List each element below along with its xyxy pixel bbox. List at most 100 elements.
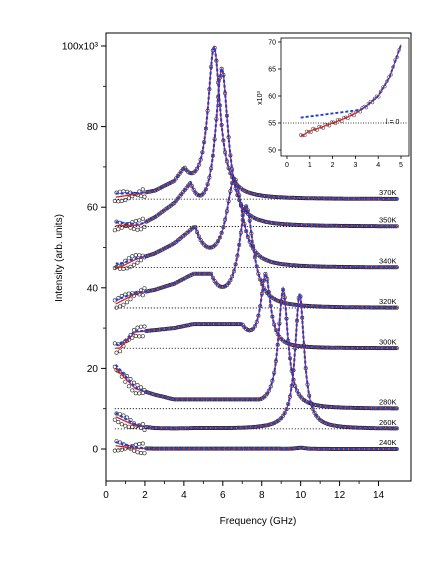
series-label-370K: 370K [379,188,397,197]
series-label-320K: 320K [379,297,397,306]
series-label-260K: 260K [379,418,397,427]
inset-y-tick-label: 70 [268,40,276,47]
data-point [139,227,144,232]
data-point [142,286,147,291]
data-point [123,379,128,384]
x-tick-label: 12 [334,490,346,501]
series-320K [112,204,399,310]
data-point [128,297,133,302]
data-series [112,43,399,456]
data-point [132,262,137,267]
data-point [142,324,147,329]
data-point [142,224,147,229]
series-340K [112,176,399,271]
y-tick-label: 80 [87,122,99,133]
inset-y-tick-label: 55 [268,121,276,128]
fit-blue-300K [115,271,398,350]
inset-x-tick-label: 0 [285,162,289,169]
x-tick-label: 2 [142,490,148,501]
series-240K [112,439,399,456]
series-label-350K: 350K [379,216,397,225]
inset-annotation: l = 0 [386,119,400,126]
data-point [130,388,135,393]
data-point [202,190,207,195]
inset-fit-red [300,44,402,138]
data-point [114,305,119,310]
series-label-280K: 280K [379,398,397,407]
fit-blue-370K [115,43,398,200]
series-300K [112,271,399,355]
data-point [130,254,135,259]
data-point [140,293,145,298]
data-point [112,417,117,422]
x-tick-label: 6 [220,490,226,501]
data-point [132,448,137,453]
data-point [132,380,137,385]
inset-y-tick-label: 50 [268,148,276,155]
data-point [140,334,145,339]
series-label-340K: 340K [379,257,397,266]
data-point [121,302,126,307]
inset-y-tick-label: 65 [268,67,276,74]
inset-y-label: x10³ [257,91,264,105]
data-point [119,447,124,452]
inset-data [283,44,407,138]
data-point [142,427,147,432]
y-axis: 0 20 40 60 80 100x10³ [62,42,106,456]
data-point [126,196,131,201]
data-point [140,187,145,192]
y-tick-label: 60 [87,203,99,214]
data-point [142,194,147,199]
data-point [142,451,147,456]
x-tick-label: 10 [295,490,307,501]
fit-red-280K [115,287,398,410]
data-point [126,384,131,389]
series-370K [112,43,399,204]
data-point [116,420,121,425]
series-280K [112,285,399,411]
data-point [126,256,131,261]
data-point [135,383,140,388]
x-tick-label: 0 [103,490,109,501]
y-axis-label: Intensity (arb. units) [54,214,65,302]
inset-x-tick-label: 3 [353,162,357,169]
series-350K [112,66,399,233]
inset-frame [280,37,410,157]
fit-blue-320K [115,204,398,309]
data-point [140,441,145,446]
data-point [118,304,123,309]
data-point [139,258,144,263]
inset-x-tick-label: 2 [331,162,335,169]
data-point [118,349,123,354]
x-axis-label: Frequency (GHz) [220,516,297,527]
data-point [112,228,117,233]
y-tick-label: 100x10³ [62,42,99,53]
data-point [119,199,124,204]
inset-x-tick-label: 4 [376,162,380,169]
data-point [137,218,142,223]
fit-blue-350K [115,66,398,228]
data-point [116,227,121,232]
main-plot-frame [105,32,412,482]
inset-x-tick-label: 5 [399,162,403,169]
fit-blue-240K [115,441,398,451]
inset-y-tick-label: 60 [268,94,276,101]
inset-x-tick-label: 1 [308,162,312,169]
x-tick-label: 8 [259,490,265,501]
series-label-300K: 300K [379,337,397,346]
fit-blue-340K [115,176,398,269]
y-tick-label: 0 [92,445,98,456]
data-point [119,422,124,427]
series-260K [112,293,399,432]
data-point [125,300,130,305]
x-tick-label: 14 [373,490,385,501]
fit-blue-260K [115,293,398,430]
data-point [125,266,130,271]
series-labels: 370K 350K 340K 320K 300K 280K 260K 240K [379,188,397,447]
data-point [128,264,133,269]
data-point [114,350,119,355]
